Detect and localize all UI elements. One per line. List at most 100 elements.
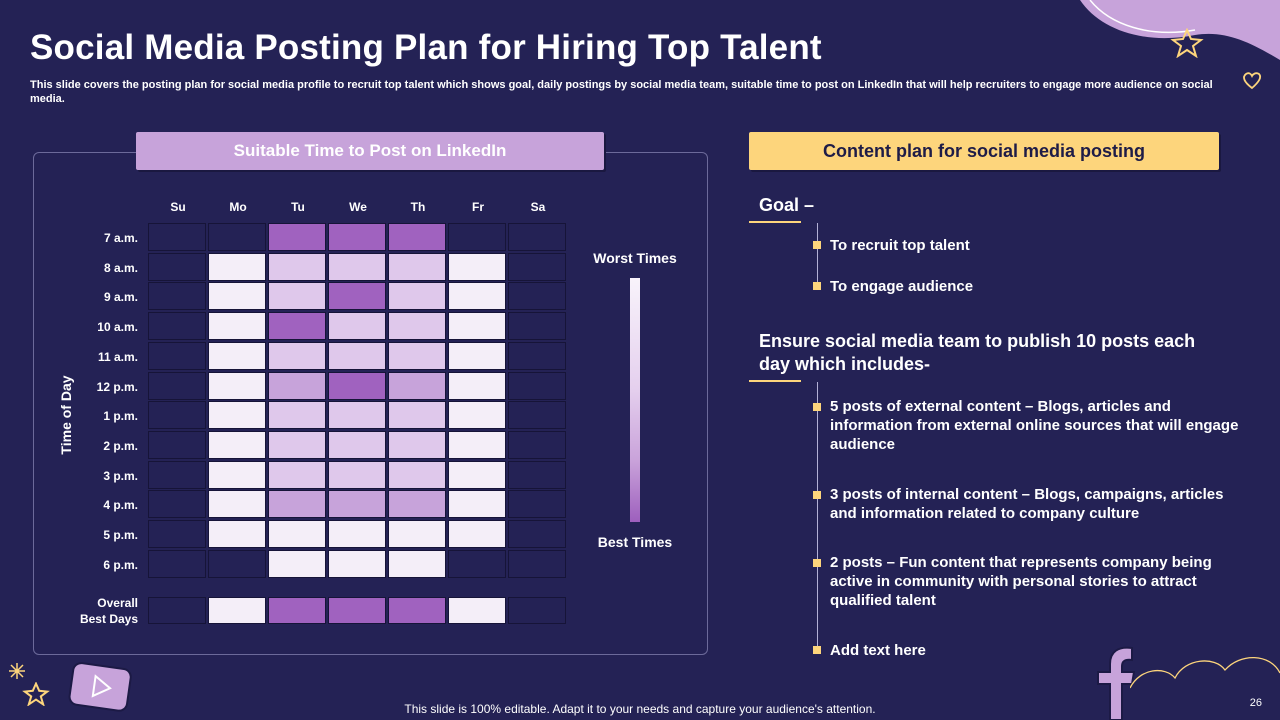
heatmap-cell xyxy=(508,460,566,489)
cloud-outline-decoration xyxy=(1130,657,1280,689)
heatmap-cell xyxy=(268,401,326,430)
page-title: Social Media Posting Plan for Hiring Top… xyxy=(30,28,822,67)
ensure-heading: Ensure social media team to publish 10 p… xyxy=(759,331,1196,374)
heatmap-cell xyxy=(328,223,386,251)
heatmap-cell xyxy=(268,520,326,548)
bullet-marker xyxy=(813,241,821,249)
heatmap-cell xyxy=(508,371,566,400)
heatmap-cell xyxy=(148,371,206,400)
heatmap-cell xyxy=(148,341,206,370)
ensure-underline xyxy=(749,380,801,382)
video-play-icon xyxy=(68,662,132,712)
heatmap-cell xyxy=(268,282,326,311)
heatmap-cell xyxy=(388,401,446,430)
overall-day-cell xyxy=(388,597,446,624)
heatmap-cell xyxy=(268,430,326,459)
heatmap-cell xyxy=(388,460,446,489)
heatmap-cell xyxy=(148,312,206,341)
heatmap-cell xyxy=(328,312,386,341)
heatmap-cell xyxy=(328,341,386,370)
heart-outline-icon xyxy=(1243,72,1262,90)
bullet-marker xyxy=(813,491,821,499)
heatmap-cell xyxy=(508,252,566,281)
goal-item: To recruit top talent xyxy=(830,237,970,254)
ensure-connector-line xyxy=(817,382,818,654)
heatmap-cell xyxy=(268,223,326,251)
y-axis-title: Time of Day xyxy=(58,375,74,455)
day-header: Tu xyxy=(291,200,305,214)
heatmap-cell xyxy=(508,312,566,341)
time-label: 7 a.m. xyxy=(103,231,138,245)
heatmap-cell xyxy=(448,312,506,341)
heatmap-cell xyxy=(328,252,386,281)
heatmap-cell xyxy=(268,252,326,281)
page-number: 26 xyxy=(1249,697,1262,709)
ensure-item: 5 posts of external content – Blogs, art… xyxy=(830,398,1239,453)
heatmap-cell xyxy=(148,520,206,548)
heatmap-cell xyxy=(448,490,506,519)
heatmap-cell xyxy=(508,430,566,459)
heatmap-cell xyxy=(268,490,326,519)
heatmap-cell xyxy=(328,460,386,489)
overall-day-cell xyxy=(148,597,206,624)
time-label: 5 p.m. xyxy=(103,528,138,542)
heatmap-cell xyxy=(208,312,266,341)
heatmap-cell xyxy=(508,520,566,548)
heatmap-cell xyxy=(388,520,446,548)
goal-item: To engage audience xyxy=(830,278,974,295)
day-header: Mo xyxy=(229,200,247,214)
heatmap-cell xyxy=(448,549,506,578)
heatmap-cell xyxy=(268,460,326,489)
heatmap-cell xyxy=(208,490,266,519)
heatmap-cell xyxy=(148,549,206,578)
heatmap-cell xyxy=(508,341,566,370)
heatmap-cell xyxy=(208,520,266,548)
legend-gradient-bar xyxy=(630,278,640,522)
overall-day-cell xyxy=(448,597,506,624)
heatmap-cell xyxy=(208,252,266,281)
time-label: 9 a.m. xyxy=(103,290,138,305)
heatmap-cell xyxy=(148,252,206,281)
time-label: 2 p.m. xyxy=(103,438,138,453)
heatmap-cell xyxy=(328,430,386,459)
sparkle-icon xyxy=(9,663,25,679)
overall-day-cell xyxy=(328,597,386,624)
heatmap-cell xyxy=(208,341,266,370)
linkedin-time-banner: Suitable Time to Post on LinkedIn xyxy=(136,132,604,170)
overall-day-cell xyxy=(268,597,326,624)
overall-label-line2: Best Days xyxy=(79,612,138,626)
heatmap-cell xyxy=(448,401,506,430)
legend-best-label: Best Times xyxy=(597,534,673,550)
heatmap-cell xyxy=(388,549,446,578)
corner-blob-decoration xyxy=(1080,0,1280,60)
time-label: 11 a.m. xyxy=(97,349,138,364)
day-header: We xyxy=(349,200,367,214)
heatmap-cell xyxy=(208,282,266,311)
heatmap-cell xyxy=(148,430,206,459)
ensure-item: 3 posts of internal content – Blogs, cam… xyxy=(830,486,1224,522)
time-label: 10 a.m. xyxy=(97,320,138,335)
heatmap-cell xyxy=(388,490,446,519)
day-header: Fr xyxy=(472,200,484,214)
day-header: Sa xyxy=(530,200,546,214)
heatmap-cell xyxy=(448,520,506,548)
heatmap-cell xyxy=(328,282,386,311)
heatmap-cell xyxy=(388,341,446,370)
goal-underline xyxy=(749,221,801,223)
day-header: Su xyxy=(170,200,186,214)
bullet-marker xyxy=(813,559,821,567)
heatmap-cell xyxy=(448,371,506,400)
heatmap-cell xyxy=(448,252,506,281)
heatmap-cell xyxy=(208,460,266,489)
heatmap-cell xyxy=(268,371,326,400)
ensure-item: 2 posts – Fun content that represents co… xyxy=(830,554,1212,609)
heatmap-cell xyxy=(448,460,506,489)
heatmap-cell xyxy=(148,460,206,489)
heatmap-cell xyxy=(148,223,206,251)
ensure-item: Add text here xyxy=(830,642,926,659)
heatmap-cell xyxy=(388,282,446,311)
heatmap-cell xyxy=(448,282,506,311)
heatmap-cell xyxy=(508,549,566,578)
heatmap-cell xyxy=(448,430,506,459)
heatmap-cell xyxy=(268,341,326,370)
